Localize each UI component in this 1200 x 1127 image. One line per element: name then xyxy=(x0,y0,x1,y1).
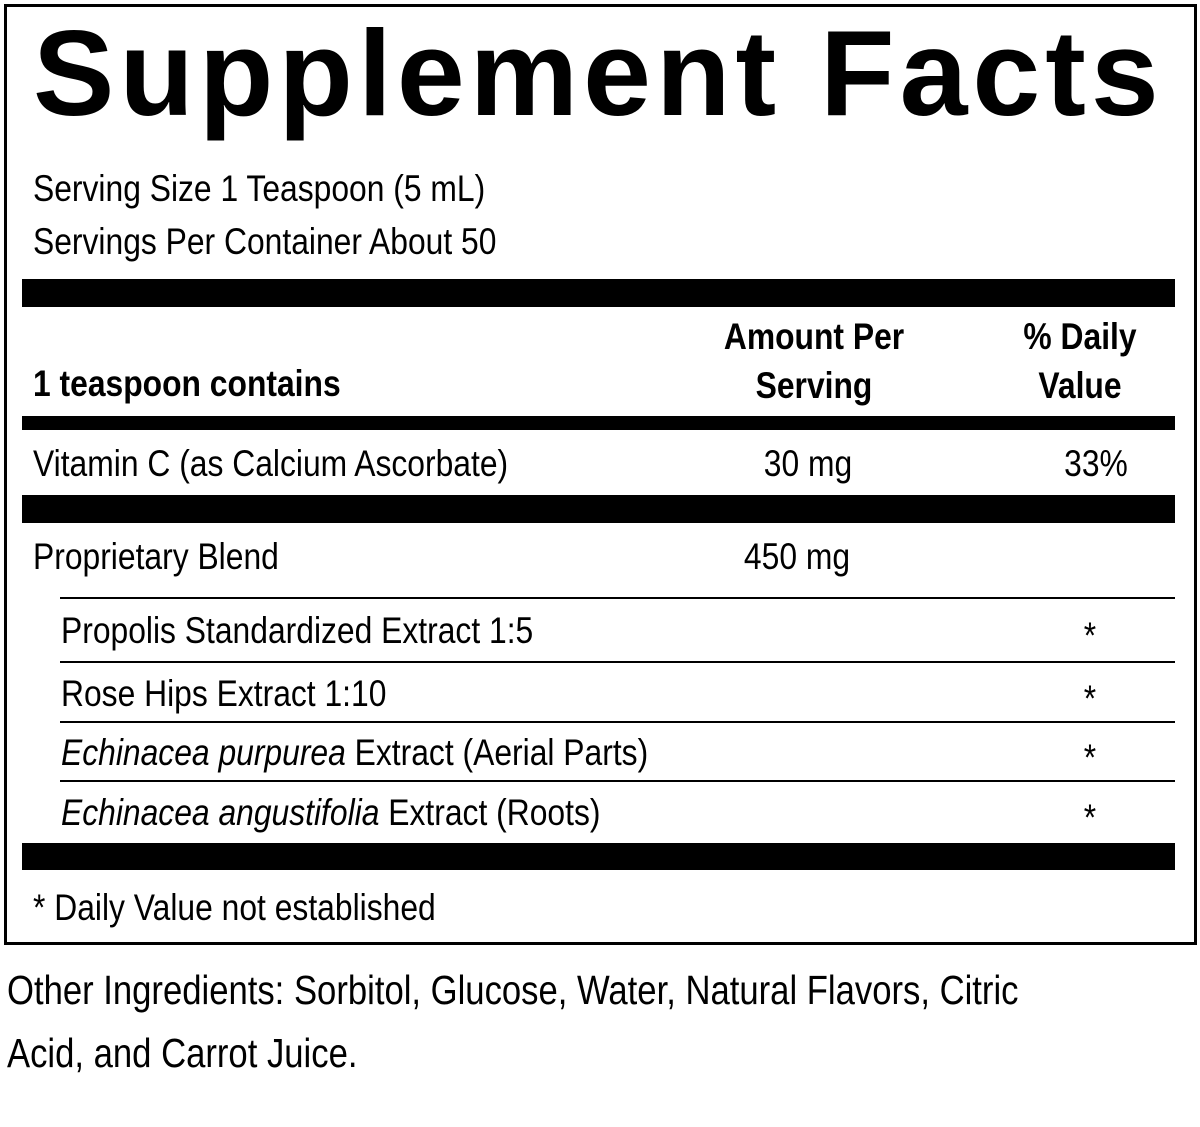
thin-divider xyxy=(60,661,1175,663)
footnote: * Daily Value not established xyxy=(33,887,436,928)
header-dv-2: Value xyxy=(1038,365,1122,406)
medium-divider xyxy=(22,416,1175,430)
blend-ingredient: Rose Hips Extract 1:10 xyxy=(61,673,387,714)
other-ingredients-line-1: Other Ingredients: Sorbitol, Glucose, Wa… xyxy=(7,967,1019,1013)
blend-ingredient: Echinacea purpurea Extract (Aerial Parts… xyxy=(61,732,649,773)
nutrient-dv: 33% xyxy=(1064,443,1128,484)
nutrient-name: Vitamin C (as Calcium Ascorbate) xyxy=(33,443,509,484)
thick-divider xyxy=(22,279,1175,307)
thin-divider xyxy=(60,721,1175,723)
thin-divider xyxy=(60,597,1175,599)
serving-size: Serving Size 1 Teaspoon (5 mL) xyxy=(33,168,486,209)
nutrient-amount: 30 mg xyxy=(763,443,853,484)
thick-divider xyxy=(22,495,1175,523)
servings-per-container: Servings Per Container About 50 xyxy=(33,221,497,262)
ingredient-dv: * xyxy=(1083,797,1097,838)
blend-ingredient: Echinacea angustifolia Extract (Roots) xyxy=(61,792,601,833)
blend-ingredient: Propolis Standardized Extract 1:5 xyxy=(61,610,534,651)
header-dv-1: % Daily xyxy=(1023,316,1137,357)
thick-divider xyxy=(22,843,1175,870)
other-ingredients-line-2: Acid, and Carrot Juice. xyxy=(7,1030,358,1076)
header-amount-1: Amount Per xyxy=(723,316,905,357)
blend-amount: 450 mg xyxy=(743,536,851,577)
supplement-facts-panel xyxy=(4,4,1197,945)
thin-divider xyxy=(60,780,1175,782)
ingredient-dv: * xyxy=(1083,615,1097,656)
ingredient-dv: * xyxy=(1083,678,1097,719)
header-contains: 1 teaspoon contains xyxy=(33,363,341,404)
panel-title: Supplement Facts xyxy=(33,5,1164,141)
ingredient-dv: * xyxy=(1083,737,1097,778)
header-amount-2: Serving xyxy=(755,365,873,406)
blend-name: Proprietary Blend xyxy=(33,536,279,577)
